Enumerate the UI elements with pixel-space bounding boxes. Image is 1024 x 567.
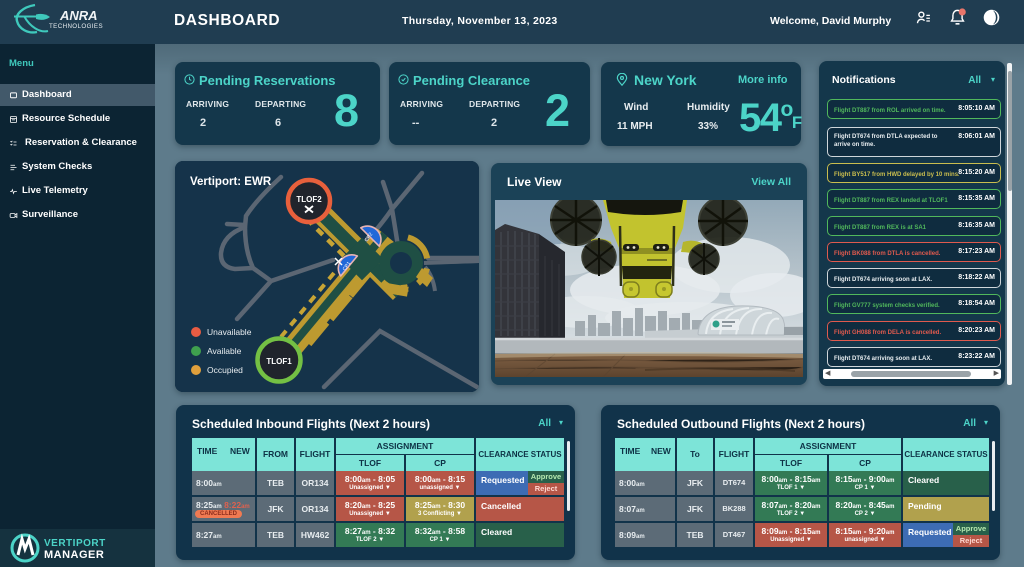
svg-text:TLOF2: TLOF2 (296, 195, 322, 204)
svg-text:Unavailable: Unavailable (207, 327, 252, 337)
svg-text:TLOF1: TLOF1 (266, 357, 292, 366)
svg-text:ANRA: ANRA (59, 8, 98, 23)
svg-text:MANAGER: MANAGER (44, 549, 104, 561)
svg-text:Available: Available (207, 346, 242, 356)
svg-text:VERTIPORT: VERTIPORT (44, 538, 106, 549)
svg-text:CP1: CP1 (342, 261, 353, 273)
svg-text:Occupied: Occupied (207, 365, 243, 375)
svg-text:TECHNOLOGIES: TECHNOLOGIES (49, 23, 103, 30)
svg-text:CP2: CP2 (364, 232, 375, 244)
